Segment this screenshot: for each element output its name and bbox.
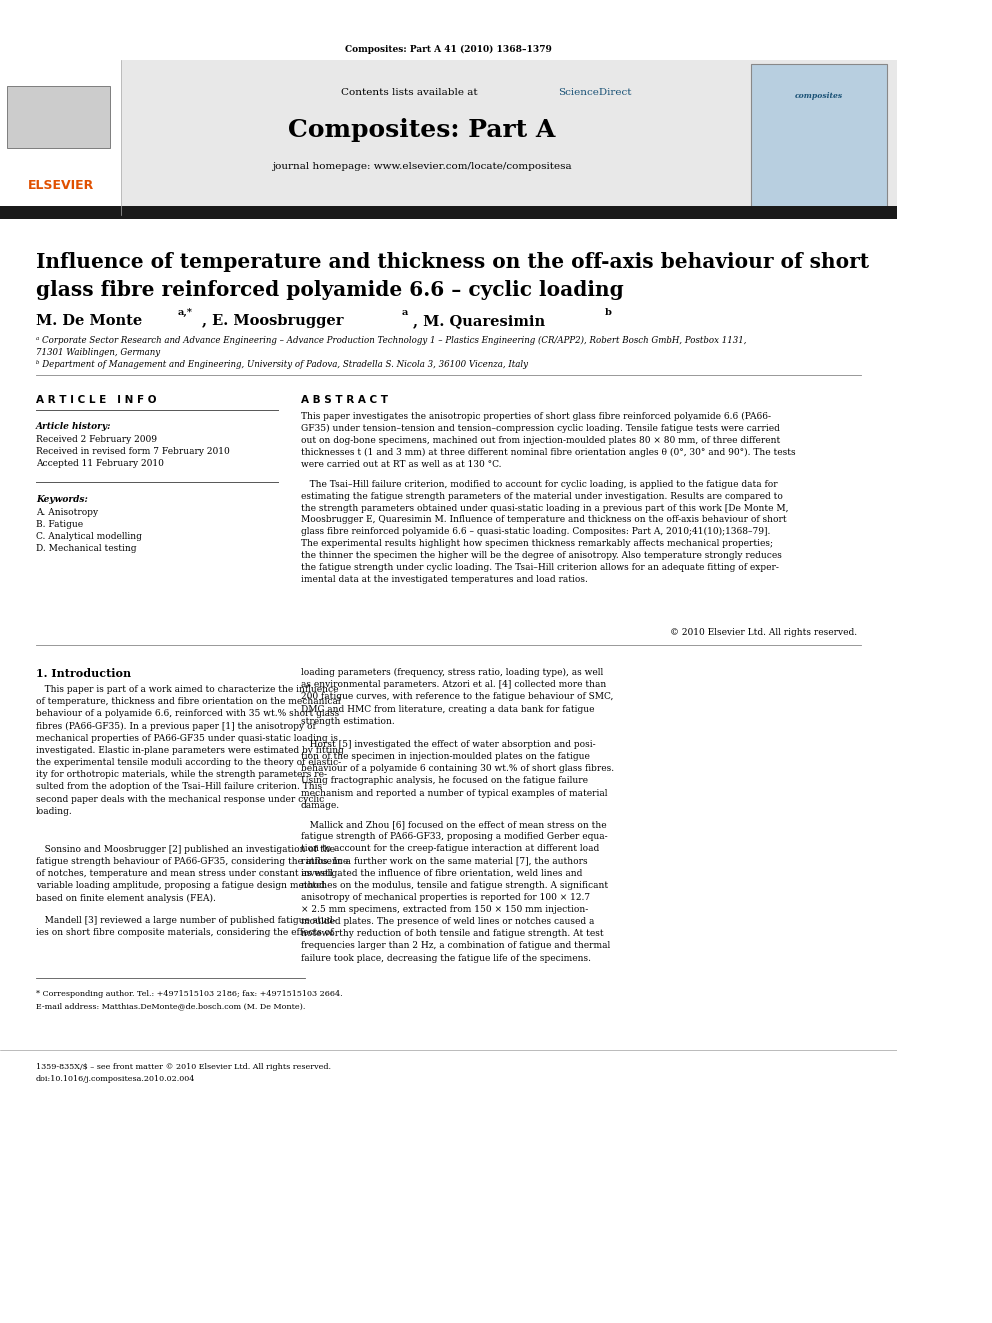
FancyBboxPatch shape — [7, 86, 110, 148]
Text: * Corresponding author. Tel.: +4971515103 2186; fax: +4971515103 2664.: * Corresponding author. Tel.: +497151510… — [36, 990, 342, 998]
Text: A B S T R A C T: A B S T R A C T — [301, 396, 388, 405]
Text: loading parameters (frequency, stress ratio, loading type), as well
as environme: loading parameters (frequency, stress ra… — [301, 668, 613, 726]
Text: a,*: a,* — [178, 308, 192, 318]
Text: B. Fatigue: B. Fatigue — [36, 520, 83, 529]
Text: 71301 Waiblingen, Germany: 71301 Waiblingen, Germany — [36, 348, 160, 357]
Text: E-mail address: Matthias.DeMonte@de.bosch.com (M. De Monte).: E-mail address: Matthias.DeMonte@de.bosc… — [36, 1002, 306, 1009]
Text: A R T I C L E   I N F O: A R T I C L E I N F O — [36, 396, 157, 405]
Text: Mallick and Zhou [6] focused on the effect of mean stress on the
fatigue strengt: Mallick and Zhou [6] focused on the effe… — [301, 820, 610, 963]
Text: A. Anisotropy: A. Anisotropy — [36, 508, 98, 517]
Text: ELSEVIER: ELSEVIER — [28, 179, 94, 192]
Text: Article history:: Article history: — [36, 422, 111, 431]
Text: composites: composites — [795, 93, 843, 101]
Text: Composites: Part A: Composites: Part A — [288, 118, 556, 142]
Text: M. De Monte: M. De Monte — [36, 314, 142, 328]
Text: glass fibre reinforced polyamide 6.6 – cyclic loading: glass fibre reinforced polyamide 6.6 – c… — [36, 280, 624, 300]
Text: ScienceDirect: ScienceDirect — [558, 89, 632, 97]
Text: 1359-835X/$ – see front matter © 2010 Elsevier Ltd. All rights reserved.: 1359-835X/$ – see front matter © 2010 El… — [36, 1062, 331, 1072]
Text: Sonsino and Moosbrugger [2] published an investigation of the
fatigue strength b: Sonsino and Moosbrugger [2] published an… — [36, 845, 348, 902]
Text: This paper investigates the anisotropic properties of short glass fibre reinforc: This paper investigates the anisotropic … — [301, 411, 796, 468]
FancyBboxPatch shape — [0, 60, 897, 216]
Text: journal homepage: www.elsevier.com/locate/compositesa: journal homepage: www.elsevier.com/locat… — [272, 161, 571, 171]
Text: , E. Moosbrugger: , E. Moosbrugger — [201, 314, 343, 328]
Text: D. Mechanical testing: D. Mechanical testing — [36, 544, 136, 553]
Text: doi:10.1016/j.compositesa.2010.02.004: doi:10.1016/j.compositesa.2010.02.004 — [36, 1076, 195, 1084]
Text: The Tsai–Hill failure criterion, modified to account for cyclic loading, is appl: The Tsai–Hill failure criterion, modifie… — [301, 480, 788, 583]
Text: Mandell [3] reviewed a large number of published fatigue stud-
ies on short fibr: Mandell [3] reviewed a large number of p… — [36, 916, 335, 937]
Text: Horst [5] investigated the effect of water absorption and posi-
tion of the spec: Horst [5] investigated the effect of wat… — [301, 740, 614, 810]
Text: Contents lists available at: Contents lists available at — [341, 89, 481, 97]
Text: Influence of temperature and thickness on the off-axis behaviour of short: Influence of temperature and thickness o… — [36, 251, 869, 273]
FancyBboxPatch shape — [0, 60, 121, 216]
Text: This paper is part of a work aimed to characterize the influence
of temperature,: This paper is part of a work aimed to ch… — [36, 685, 344, 816]
Text: Composites: Part A 41 (2010) 1368–1379: Composites: Part A 41 (2010) 1368–1379 — [345, 45, 552, 54]
Text: Accepted 11 February 2010: Accepted 11 February 2010 — [36, 459, 164, 468]
Text: ᵇ Department of Management and Engineering, University of Padova, Stradella S. N: ᵇ Department of Management and Engineeri… — [36, 360, 528, 369]
Text: Received in revised form 7 February 2010: Received in revised form 7 February 2010 — [36, 447, 229, 456]
Text: Received 2 February 2009: Received 2 February 2009 — [36, 435, 157, 445]
Text: , M. Quaresimin: , M. Quaresimin — [413, 314, 545, 328]
FancyBboxPatch shape — [751, 64, 887, 212]
Text: © 2010 Elsevier Ltd. All rights reserved.: © 2010 Elsevier Ltd. All rights reserved… — [670, 628, 857, 636]
Text: a: a — [402, 308, 409, 318]
Text: 1. Introduction: 1. Introduction — [36, 668, 131, 679]
FancyBboxPatch shape — [0, 206, 897, 220]
Text: b: b — [604, 308, 611, 318]
Text: Keywords:: Keywords: — [36, 495, 87, 504]
Text: C. Analytical modelling: C. Analytical modelling — [36, 532, 142, 541]
Text: ᵃ Corporate Sector Research and Advance Engineering – Advance Production Technol: ᵃ Corporate Sector Research and Advance … — [36, 336, 746, 345]
